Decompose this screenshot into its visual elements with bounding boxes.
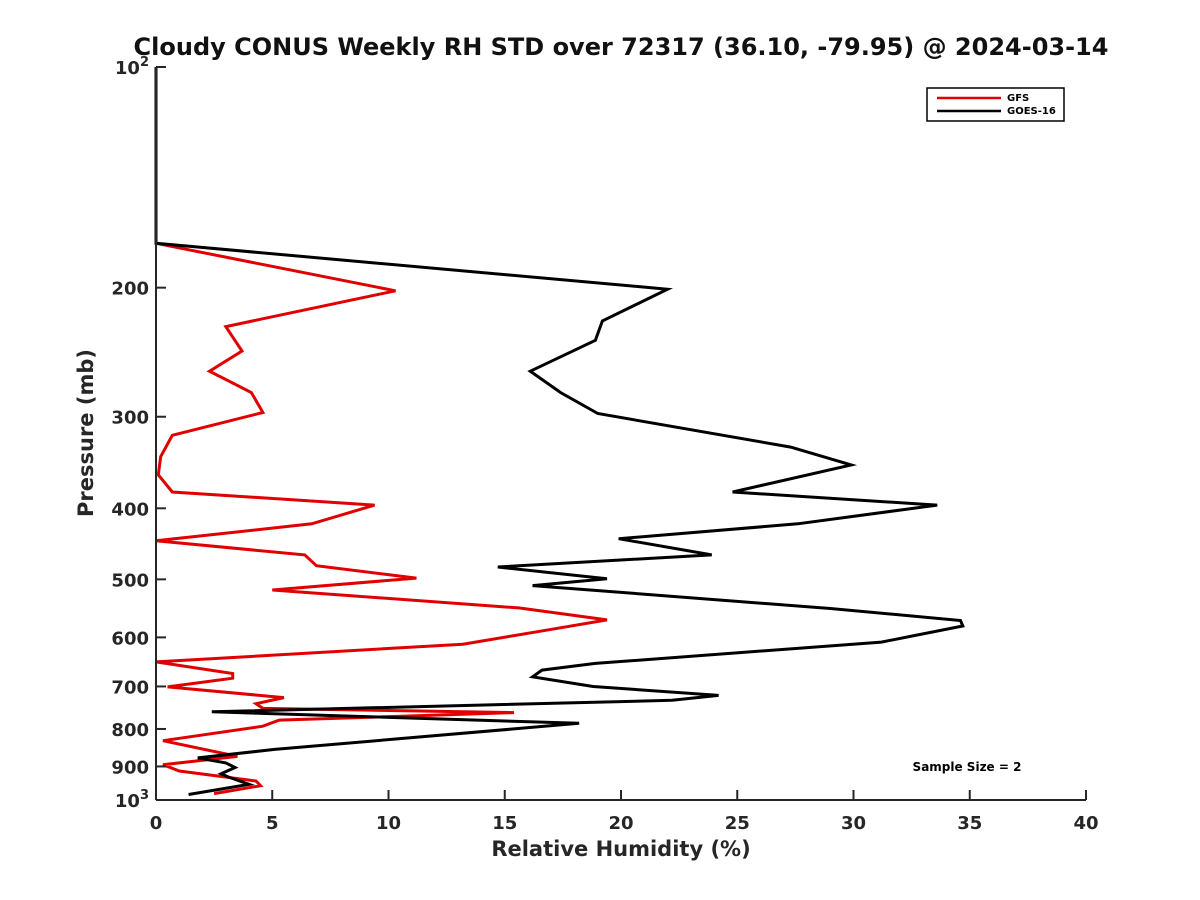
x-tick-label: 10 — [376, 813, 401, 834]
x-ticks: 0 5 10 15 20 25 30 35 40 — [150, 790, 1099, 834]
y-tick-label: 700 — [111, 677, 149, 698]
x-axis-label: Relative Humidity (%) — [491, 837, 750, 861]
y-ticks: 102 200 300 400 500 600 700 800 900 103 — [111, 55, 166, 812]
series-line-gfs — [154, 67, 608, 796]
x-tick-label: 40 — [1073, 813, 1098, 834]
y-tick-label: 500 — [111, 570, 149, 591]
y-tick-label: 900 — [111, 757, 149, 778]
legend-box — [926, 87, 1065, 122]
x-tick-label: 5 — [266, 813, 279, 834]
y-tick-label: 102 — [115, 55, 149, 79]
y-tick-label: 200 — [111, 279, 149, 300]
y-tick-label: 800 — [111, 720, 149, 741]
legend: GFS GOES-16 — [926, 87, 1065, 122]
x-tick-label: 30 — [841, 813, 866, 834]
y-tick-label: 103 — [115, 788, 149, 812]
y-tick-label: 400 — [111, 499, 149, 520]
y-axis-label: Pressure (mb) — [74, 349, 98, 517]
series-layer — [154, 67, 965, 796]
legend-label-gfs: GFS — [1007, 93, 1029, 104]
x-tick-label: 15 — [492, 813, 517, 834]
x-tick-label: 20 — [608, 813, 633, 834]
plot-axes — [155, 67, 1086, 801]
y-tick-label: 300 — [111, 408, 149, 429]
sample-size-annotation: Sample Size = 2 — [913, 760, 1022, 774]
x-tick-label: 25 — [725, 813, 750, 834]
x-tick-label: 35 — [957, 813, 982, 834]
x-tick-label: 0 — [150, 813, 163, 834]
y-tick-label: 600 — [111, 628, 149, 649]
series-line-goes16 — [154, 67, 965, 796]
legend-label-goes16: GOES-16 — [1007, 106, 1056, 117]
chart-title: Cloudy CONUS Weekly RH STD over 72317 (3… — [134, 33, 1109, 61]
